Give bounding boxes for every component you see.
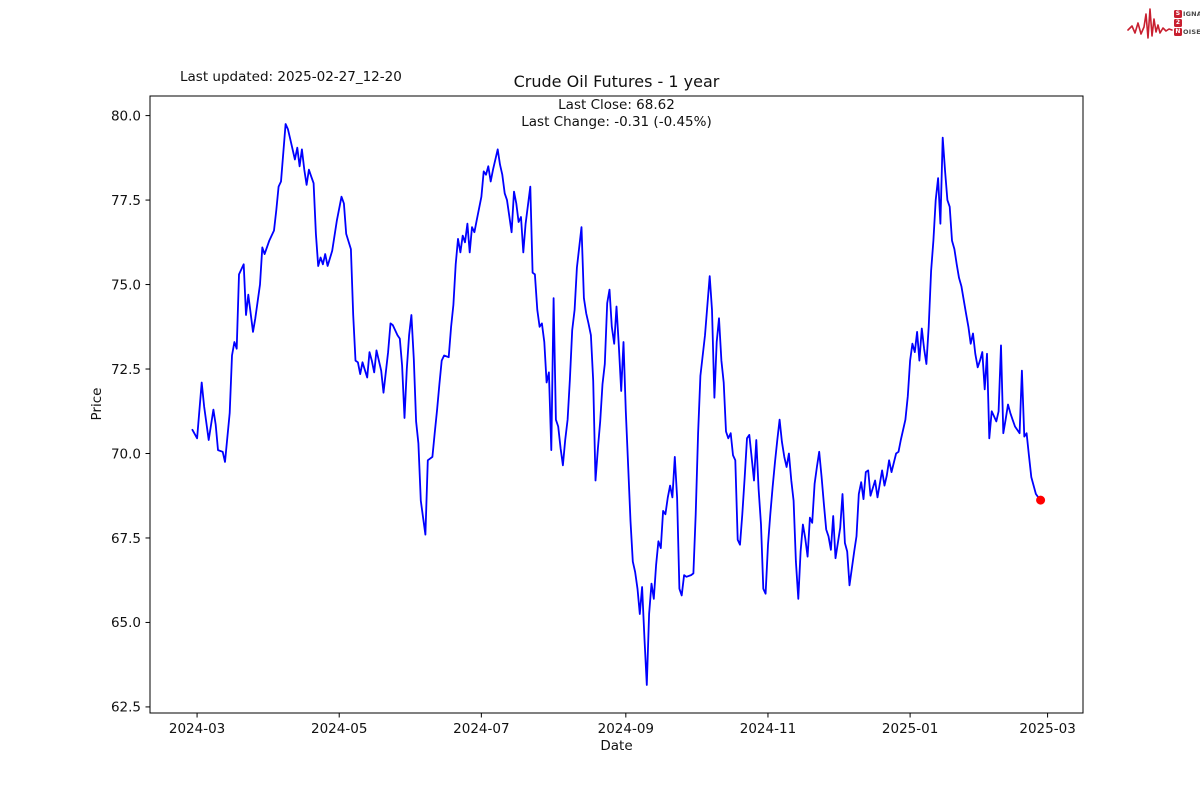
logo-line-noise: N OISE bbox=[1174, 28, 1200, 36]
x-axis-title: Date bbox=[600, 738, 633, 754]
axes-border bbox=[149, 95, 1084, 714]
logo-line-signal: S IGNAL bbox=[1174, 10, 1200, 18]
x-tick-label: 2024-11 bbox=[740, 721, 796, 737]
y-tick-label: 75.0 bbox=[111, 277, 141, 293]
logo-text: S IGNAL 2 N OISE bbox=[1174, 10, 1200, 36]
ecg-waveform-icon bbox=[1127, 8, 1173, 39]
last-updated-text: Last updated: 2025-02-27_12-20 bbox=[180, 69, 402, 85]
x-tick-label: 2024-05 bbox=[311, 721, 367, 737]
x-tick-label: 2025-01 bbox=[882, 721, 938, 737]
last-point-marker bbox=[1036, 495, 1046, 505]
logo-2-box: 2 bbox=[1174, 19, 1182, 27]
logo-noise-rest: OISE bbox=[1183, 28, 1200, 36]
x-tick-label: 2024-09 bbox=[598, 721, 654, 737]
y-tick-label: 65.0 bbox=[111, 615, 141, 631]
logo-line-2: 2 bbox=[1174, 19, 1200, 27]
last-change-annotation: Last Change: -0.31 (-0.45%) bbox=[521, 114, 712, 130]
logo-n-box: N bbox=[1174, 28, 1182, 36]
logo-s-box: S bbox=[1174, 10, 1182, 18]
chart-title: Crude Oil Futures - 1 year bbox=[513, 72, 720, 91]
y-tick-label: 67.5 bbox=[111, 531, 141, 547]
signal2noise-logo: S IGNAL 2 N OISE bbox=[1127, 5, 1200, 41]
y-tick-label: 70.0 bbox=[111, 446, 141, 462]
y-tick-label: 77.5 bbox=[111, 193, 141, 209]
last-close-annotation: Last Close: 68.62 bbox=[558, 97, 675, 113]
x-tick-label: 2024-07 bbox=[453, 721, 509, 737]
logo-signal-rest: IGNAL bbox=[1183, 10, 1200, 18]
y-axis-title: Price bbox=[89, 387, 105, 421]
price-line bbox=[191, 123, 1042, 686]
y-tick-label: 72.5 bbox=[111, 362, 141, 378]
y-tick-label: 80.0 bbox=[111, 108, 141, 124]
y-tick-label: 62.5 bbox=[111, 700, 141, 716]
x-tick-label: 2025-03 bbox=[1019, 721, 1075, 737]
x-tick-label: 2024-03 bbox=[169, 721, 225, 737]
